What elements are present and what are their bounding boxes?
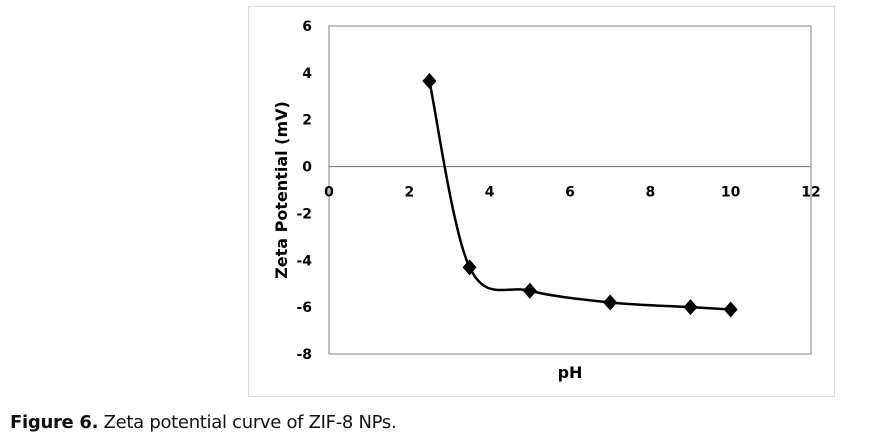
data-point-marker: [723, 301, 738, 318]
y-tick-label: -6: [296, 300, 312, 316]
data-point-marker: [422, 73, 437, 90]
data-point-marker: [462, 259, 477, 276]
data-point-marker: [683, 299, 698, 316]
data-point-marker: [603, 294, 618, 311]
figure-label: Figure 6.: [10, 412, 99, 433]
x-tick-label: 6: [565, 185, 575, 201]
x-tick-label: 2: [404, 185, 414, 201]
x-tick-label: 4: [485, 185, 495, 201]
x-tick-label: 8: [645, 185, 655, 201]
series-line: [428, 80, 731, 311]
y-tick-label: -4: [296, 253, 312, 269]
plot-area: [328, 25, 812, 355]
y-tick-label: 6: [302, 19, 312, 35]
x-tick-label: 10: [721, 185, 741, 201]
y-tick-label: -8: [296, 347, 312, 363]
x-tick-label: 0: [324, 185, 334, 201]
chart-frame: [248, 6, 835, 397]
y-axis-label: Zeta Potential (mV): [272, 101, 291, 279]
y-tick-label: 2: [302, 113, 312, 129]
y-tick-label: -2: [296, 206, 312, 222]
y-tick-label: 0: [302, 160, 312, 176]
y-tick-label: 4: [302, 66, 312, 82]
data-point-marker: [522, 282, 537, 299]
x-tick-label: 12: [801, 185, 820, 201]
x-axis-label: pH: [558, 363, 583, 382]
figure-caption: Figure 6. Zeta potential curve of ZIF-8 …: [10, 412, 397, 433]
caption-text: Zeta potential curve of ZIF-8 NPs.: [98, 412, 397, 433]
